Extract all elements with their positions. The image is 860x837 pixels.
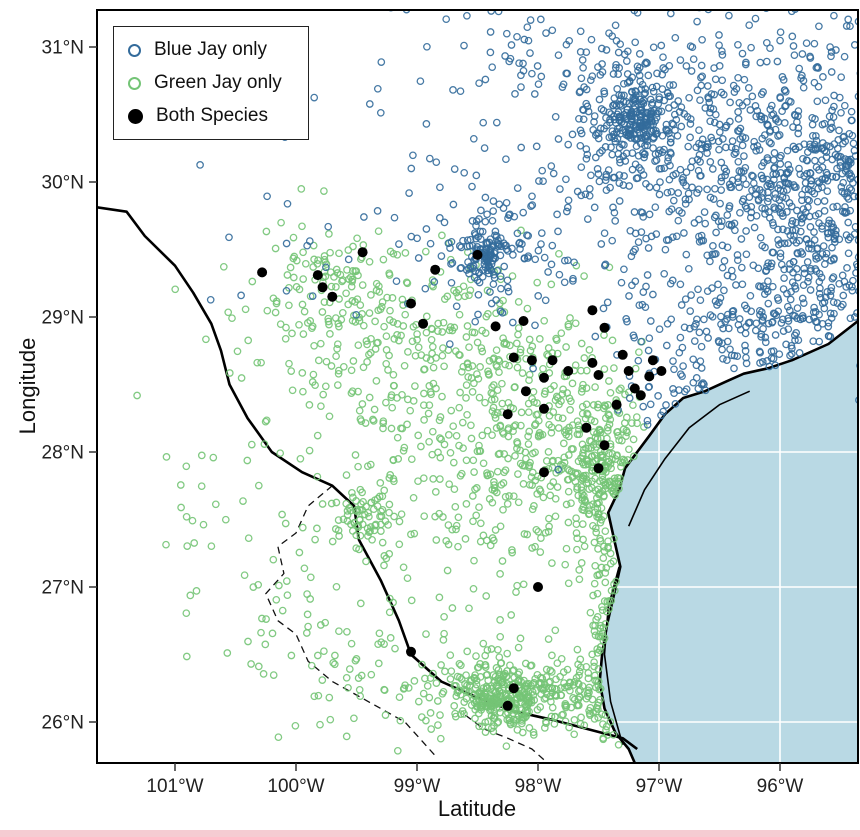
blue-jay-open-circle-icon: [128, 43, 141, 57]
x-axis-title: Latitude: [437, 796, 517, 821]
legend-label: Blue Jay only: [154, 39, 268, 60]
legend: Blue Jay only Green Jay only Both Specie…: [113, 26, 309, 140]
legend-item-both-species: Both Species: [128, 105, 282, 127]
both-species-filled-circle-icon: [128, 108, 143, 124]
y-tick-label: 26°N: [42, 713, 84, 734]
x-tick-label: 97°W: [636, 776, 683, 797]
green-jay-open-circle-icon: [128, 76, 141, 90]
both-species-points: [257, 247, 667, 711]
legend-item-blue-jay-only: Blue Jay only: [128, 39, 282, 61]
dashed-boundary: [265, 485, 436, 757]
legend-label: Green Jay only: [154, 72, 282, 93]
footer-strip: [0, 830, 860, 837]
x-tick-label: 98°W: [515, 776, 562, 797]
dashed-boundary: [465, 714, 545, 761]
panel-border: [96, 9, 859, 764]
y-tick-label: 27°N: [42, 578, 84, 599]
basemap: [97, 205, 858, 763]
y-tick-label: 28°N: [42, 443, 84, 464]
y-tick-labels: 31°N 30°N 29°N 28°N 27°N 26°N: [42, 38, 84, 734]
y-tick-label: 29°N: [42, 308, 84, 329]
x-axis: [174, 763, 781, 771]
legend-item-green-jay-only: Green Jay only: [128, 72, 282, 94]
x-tick-label: 96°W: [757, 776, 804, 797]
blue-jay-points: [196, 10, 858, 474]
y-axis-title: Longitude: [15, 337, 40, 435]
legend-label: Both Species: [156, 105, 268, 126]
y-tick-label: 31°N: [42, 38, 84, 59]
y-axis: [89, 46, 97, 723]
green-jay-points: [133, 185, 648, 755]
x-tick-label: 99°W: [394, 776, 441, 797]
y-tick-label: 30°N: [42, 173, 84, 194]
x-tick-label: 100°W: [267, 776, 324, 797]
x-tick-labels: 101°W 100°W 99°W 98°W 97°W 96°W: [146, 776, 803, 797]
x-tick-label: 101°W: [146, 776, 203, 797]
bay-line: [627, 390, 751, 527]
ocean: [599, 321, 858, 763]
